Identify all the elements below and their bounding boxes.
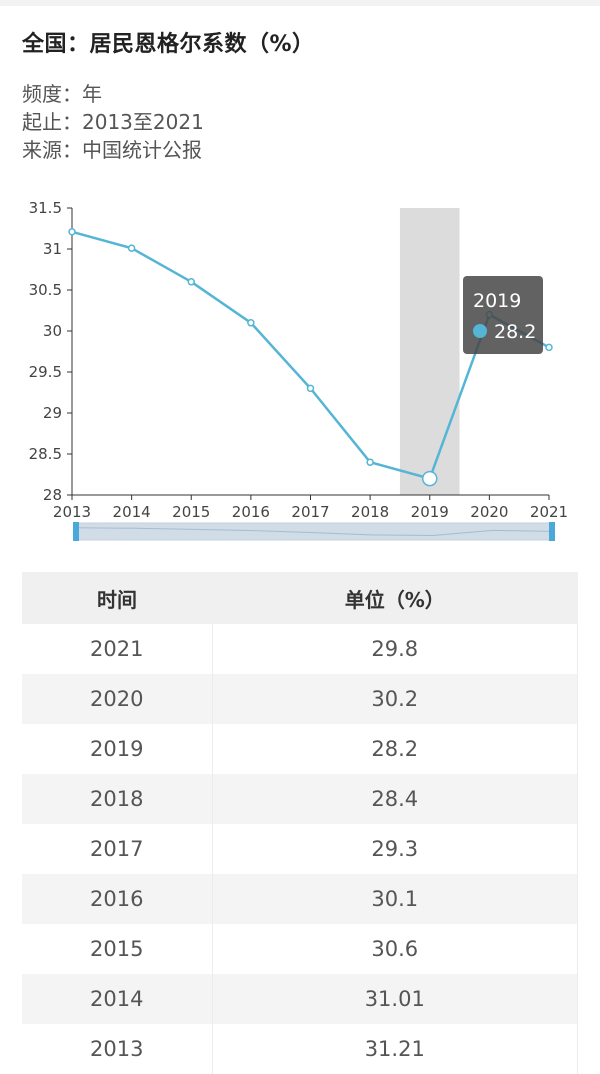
cell-year: 2019 <box>22 724 213 774</box>
tooltip-marker <box>473 324 487 338</box>
cell-year: 2013 <box>22 1024 213 1074</box>
x-tick-label: 2018 <box>351 503 389 521</box>
table-row: 2016 30.1 <box>22 874 578 924</box>
cell-year: 2021 <box>22 624 213 674</box>
data-point[interactable] <box>187 278 195 286</box>
cell-value: 28.4 <box>212 774 578 824</box>
cell-value: 31.01 <box>212 974 578 1024</box>
tooltip-year: 2019 <box>473 290 521 312</box>
range-label: 起止：2013至2021 <box>22 110 204 134</box>
zoom-slider-preview <box>75 527 553 536</box>
zoom-slider-right-handle[interactable] <box>549 522 555 541</box>
data-table: 时间 单位（%） 2021 29.8 2020 30.2 2019 28.2 2018 28.… <box>22 572 578 1074</box>
page-title: 全国：居民恩格尔系数（%） <box>22 32 315 57</box>
table-row: 2021 29.8 <box>22 624 578 674</box>
data-point[interactable] <box>545 343 553 352</box>
y-tick-label: 30 <box>43 322 62 340</box>
x-tick-label: 2015 <box>172 503 210 521</box>
tooltip-value: 28.2 <box>494 321 536 343</box>
y-tick-label: 28.5 <box>29 445 62 463</box>
series-line <box>71 230 550 480</box>
table-row: 2020 30.2 <box>22 674 578 724</box>
data-point[interactable] <box>306 384 315 393</box>
y-tick-label: 29 <box>43 404 62 422</box>
header-time: 时间 <box>22 572 212 624</box>
y-tick-label: 28 <box>43 486 62 504</box>
hover-band <box>399 208 460 495</box>
cell-value: 28.2 <box>212 724 578 774</box>
y-tick-label: 31 <box>43 240 62 258</box>
cell-value: 31.21 <box>212 1024 578 1074</box>
x-tick-label: 2013 <box>53 503 91 521</box>
data-point[interactable] <box>247 319 255 327</box>
x-tick-label: 2020 <box>470 503 508 521</box>
frequency-label: 频度：年 <box>22 82 102 106</box>
cell-value: 30.6 <box>212 924 578 974</box>
cell-year: 2017 <box>22 824 213 874</box>
table-row: 2013 31.21 <box>22 1024 578 1074</box>
x-tick-label: 2016 <box>232 503 270 521</box>
cell-value: 29.8 <box>212 624 578 674</box>
data-point-highlighted[interactable] <box>422 470 438 487</box>
x-tick-label: 2019 <box>411 503 449 521</box>
cell-value: 30.1 <box>212 874 578 924</box>
header-value: 单位（%） <box>212 572 578 624</box>
data-point[interactable] <box>366 458 374 466</box>
x-tick-label: 2021 <box>530 503 568 521</box>
zoom-slider-left-handle[interactable] <box>73 522 79 541</box>
cell-value: 29.3 <box>212 824 578 874</box>
x-tick-label: 2017 <box>291 503 329 521</box>
source-label: 来源：中国统计公报 <box>22 138 202 162</box>
y-tick-label: 29.5 <box>29 363 62 381</box>
table-row: 2017 29.3 <box>22 824 578 874</box>
y-tick-label: 31.5 <box>29 199 62 217</box>
table-row: 2019 28.2 <box>22 724 578 774</box>
top-bar <box>0 0 600 6</box>
data-point[interactable] <box>68 228 76 236</box>
table-header-row: 时间 单位（%） <box>22 572 578 624</box>
cell-year: 2020 <box>22 674 213 724</box>
cell-year: 2016 <box>22 874 213 924</box>
table-row: 2014 31.01 <box>22 974 578 1024</box>
y-tick-label: 30.5 <box>29 281 62 299</box>
table-row: 2015 30.6 <box>22 924 578 974</box>
cell-value: 30.2 <box>212 674 578 724</box>
table-row: 2018 28.4 <box>22 774 578 824</box>
line-chart[interactable]: 28 28.5 29 29.5 30 30.5 31 31.5 2013 2014 2015 2016… <box>0 190 600 550</box>
data-point[interactable] <box>127 244 136 252</box>
x-tick-label: 2014 <box>113 503 151 521</box>
cell-year: 2018 <box>22 774 213 824</box>
cell-year: 2014 <box>22 974 213 1024</box>
cell-year: 2015 <box>22 924 213 974</box>
